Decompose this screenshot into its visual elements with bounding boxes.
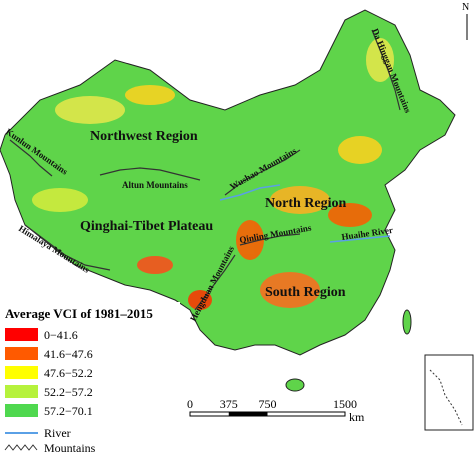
scale-tick-label: 1500: [333, 397, 357, 411]
region-label: Northwest Region: [90, 129, 198, 144]
region-label: South Region: [265, 285, 346, 300]
inset-box: [424, 354, 474, 431]
scale-tick-label: 0: [187, 397, 193, 411]
legend-label: 41.6−47.6: [44, 347, 93, 361]
legend-swatch: [5, 328, 38, 341]
legend-label: Mountains: [44, 441, 96, 455]
taiwan: [402, 309, 412, 335]
legend-swatch: [5, 385, 38, 398]
legend-label: 47.6−52.2: [44, 366, 93, 380]
north-label: N: [462, 2, 469, 13]
legend-swatch: [5, 347, 38, 360]
legend-label: 0−41.6: [44, 328, 78, 342]
china-outline: [0, 9, 456, 356]
mountain-symbol: [4, 444, 38, 451]
scale-bar-fill: [228, 412, 268, 416]
legend-swatch: [5, 404, 38, 417]
vci-patches: [32, 38, 394, 310]
region-label: North Region: [265, 196, 346, 211]
north-arrow: N: [462, 2, 469, 40]
mountain-label: Altun Mountains: [122, 180, 188, 190]
legend-title: Average VCI of 1981–2015: [5, 306, 153, 321]
scale-tick-label: 750: [259, 397, 277, 411]
rivers: [219, 184, 391, 243]
inset-islands: [429, 369, 463, 426]
region-label: Qinghai-Tibet Plateau: [80, 219, 213, 234]
legend-label: 57.2−70.1: [44, 404, 93, 418]
legend-swatch: [5, 366, 38, 379]
mountain-lines: [9, 29, 401, 311]
scale-unit: km: [349, 410, 365, 424]
legend-label: 52.2−57.2: [44, 385, 93, 399]
scale-tick-label: 375: [220, 397, 238, 411]
legend: 0−41.6 41.6−47.6 47.6−52.2 52.2−57.2 57.2−70…: [5, 328, 93, 418]
legend-label: River: [44, 426, 71, 440]
hainan: [285, 378, 305, 392]
